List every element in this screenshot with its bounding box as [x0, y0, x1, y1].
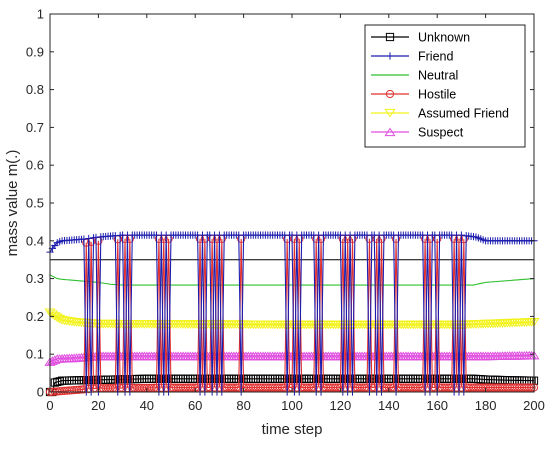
x-tick-label: 80 [236, 398, 250, 413]
legend-label-assumed-friend: Assumed Friend [418, 107, 509, 121]
marker-hostile [358, 383, 367, 392]
legend-item-unknown: Unknown [371, 31, 470, 45]
legend-item-hostile: Hostile [371, 88, 456, 102]
legend-box [364, 24, 526, 148]
marker-hostile [527, 383, 536, 392]
marker-hostile [442, 383, 451, 392]
legend-item-friend: Friend [371, 50, 453, 64]
marker-assumed-friend [51, 313, 63, 323]
marker-hostile [210, 383, 219, 392]
legend-marker-hostile [385, 89, 395, 99]
series-line-hostile [49, 238, 534, 393]
legend-item-assumed-friend: Assumed Friend [371, 107, 509, 121]
marker-hostile [152, 383, 161, 392]
x-tick-label: 40 [140, 398, 154, 413]
legend-marker-friend [386, 52, 394, 60]
x-axis-label: time step [262, 421, 323, 438]
legend-label-hostile: Hostile [418, 88, 456, 102]
marker-hostile [193, 383, 202, 392]
legend-label-unknown: Unknown [418, 31, 470, 45]
y-tick-label: 0.4 [26, 233, 44, 248]
marker-hostile [418, 383, 427, 392]
legend-item-neutral: Neutral [371, 69, 458, 83]
marker-hostile [447, 383, 456, 392]
y-tick-label: 0.6 [26, 158, 44, 173]
marker-hostile [74, 385, 84, 394]
y-tick-label: 0.8 [26, 82, 44, 97]
x-tick-label: 160 [426, 398, 448, 413]
x-tick-label: 20 [91, 398, 105, 413]
marker-hostile [157, 383, 166, 392]
series-assumed-friend [44, 308, 540, 330]
marker-hostile [79, 385, 88, 394]
marker-friend [85, 234, 93, 243]
marker-hostile [188, 383, 197, 392]
marker-friend [92, 233, 100, 241]
y-tick-label: 0.7 [26, 120, 44, 135]
x-tick-label: 200 [523, 398, 545, 413]
y-tick-label: 0.9 [26, 44, 44, 59]
y-tick-label: 0.2 [26, 309, 44, 324]
y-tick-label: 0.3 [26, 271, 44, 286]
marker-friend [457, 231, 465, 239]
marker-hostile [341, 383, 350, 392]
x-tick-label: 100 [281, 398, 303, 413]
legend-item-suspect: Suspect [371, 126, 464, 140]
marker-friend [80, 235, 88, 243]
x-tick-label: 140 [378, 398, 400, 413]
marker-hostile [205, 383, 214, 392]
x-tick-label: 120 [330, 398, 352, 413]
marker-hostile [275, 383, 284, 392]
axes-layer: 0 20 40 60 80 100 120 140 160 180 200 0 0.1 0.2 0.3 0.4… [26, 7, 545, 414]
y-tick-label: 0.5 [26, 196, 44, 211]
legend-label-suspect: Suspect [418, 126, 464, 140]
y-tick-label: 1 [37, 7, 44, 22]
marker-hostile [147, 383, 156, 392]
y-axis-label: mass value m(.) [4, 150, 21, 257]
x-tick-label: 180 [475, 398, 497, 413]
y-tick-label: 0.1 [26, 347, 44, 362]
legend-marker-assumed-friend [384, 108, 396, 118]
legend-label-neutral: Neutral [418, 69, 458, 83]
marker-hostile [309, 383, 318, 392]
marker-hostile [304, 383, 314, 392]
legend: Unknown Friend Neutral Hostile Assumed Frien… [364, 24, 526, 148]
x-tick-label: 0 [46, 398, 53, 413]
legend-marker-unknown [385, 32, 395, 42]
marker-assumed-friend [54, 314, 66, 324]
marker-hostile [331, 383, 340, 392]
x-tick-label: 60 [188, 398, 202, 413]
marker-hostile [229, 383, 239, 392]
marker-hostile [525, 383, 534, 392]
marker-hostile [413, 383, 422, 392]
legend-marker-suspect [384, 127, 396, 137]
y-tick-label: 0 [37, 385, 44, 400]
marker-hostile [452, 383, 461, 392]
marker-hostile [370, 383, 379, 392]
legend-label-friend: Friend [418, 50, 453, 64]
